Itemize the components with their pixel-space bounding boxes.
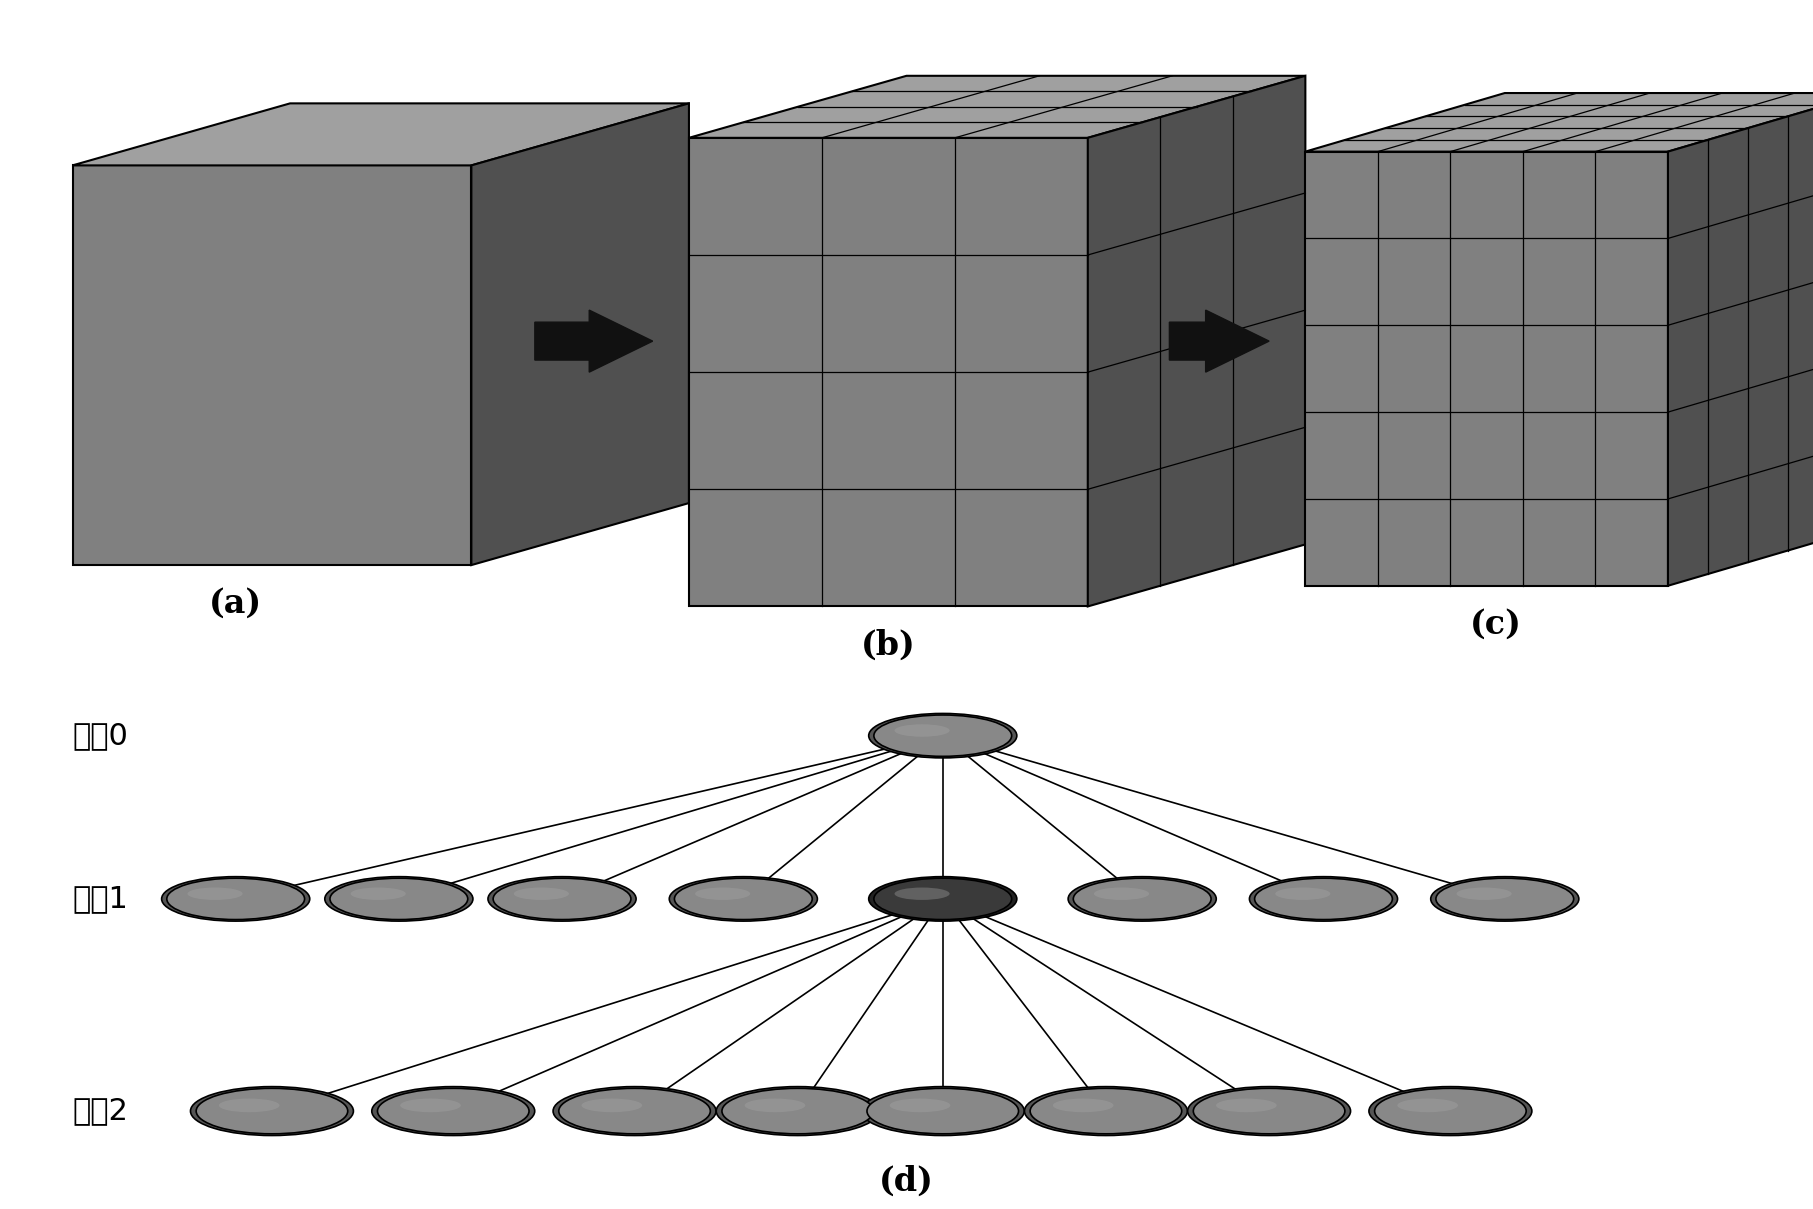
Ellipse shape — [669, 877, 818, 921]
Ellipse shape — [674, 878, 812, 920]
FancyArrow shape — [1169, 311, 1269, 372]
Ellipse shape — [190, 1087, 354, 1135]
Ellipse shape — [330, 878, 468, 920]
Text: (a): (a) — [208, 588, 263, 620]
Ellipse shape — [377, 1088, 529, 1134]
Polygon shape — [1088, 76, 1305, 607]
Ellipse shape — [1193, 1088, 1345, 1134]
Polygon shape — [73, 104, 689, 166]
Ellipse shape — [1068, 877, 1217, 921]
Ellipse shape — [874, 878, 1012, 920]
Ellipse shape — [372, 1087, 535, 1135]
Ellipse shape — [1217, 1099, 1276, 1112]
Ellipse shape — [861, 1087, 1024, 1135]
Ellipse shape — [1073, 878, 1211, 920]
Ellipse shape — [1436, 878, 1574, 920]
Ellipse shape — [894, 887, 950, 899]
Ellipse shape — [694, 887, 751, 899]
Text: 深度0: 深度0 — [73, 722, 129, 750]
Ellipse shape — [1398, 1099, 1458, 1112]
Text: (d): (d) — [879, 1165, 934, 1198]
Ellipse shape — [874, 715, 1012, 757]
Ellipse shape — [161, 877, 310, 921]
Polygon shape — [689, 76, 1305, 138]
Ellipse shape — [187, 887, 243, 899]
Ellipse shape — [1255, 878, 1392, 920]
Ellipse shape — [894, 724, 950, 736]
Ellipse shape — [558, 1088, 711, 1134]
Ellipse shape — [325, 877, 473, 921]
Ellipse shape — [513, 887, 569, 899]
Ellipse shape — [722, 1088, 874, 1134]
Ellipse shape — [493, 878, 631, 920]
Ellipse shape — [401, 1099, 461, 1112]
Text: 深度1: 深度1 — [73, 885, 129, 913]
Ellipse shape — [1093, 887, 1149, 899]
Polygon shape — [1305, 151, 1668, 585]
Ellipse shape — [350, 887, 406, 899]
FancyArrow shape — [535, 311, 653, 372]
Ellipse shape — [867, 1088, 1019, 1134]
Ellipse shape — [1275, 887, 1331, 899]
Ellipse shape — [167, 878, 305, 920]
Ellipse shape — [868, 713, 1017, 758]
Ellipse shape — [553, 1087, 716, 1135]
Ellipse shape — [745, 1099, 805, 1112]
Ellipse shape — [219, 1099, 279, 1112]
Ellipse shape — [716, 1087, 879, 1135]
Polygon shape — [689, 138, 1088, 607]
Ellipse shape — [196, 1088, 348, 1134]
Polygon shape — [471, 104, 689, 565]
Ellipse shape — [1369, 1087, 1532, 1135]
Ellipse shape — [868, 877, 1017, 921]
Text: (c): (c) — [1470, 608, 1521, 641]
Ellipse shape — [582, 1099, 642, 1112]
Ellipse shape — [1030, 1088, 1182, 1134]
Ellipse shape — [1249, 877, 1398, 921]
Ellipse shape — [1053, 1099, 1113, 1112]
Ellipse shape — [1374, 1088, 1527, 1134]
Text: (b): (b) — [861, 629, 916, 661]
Polygon shape — [1668, 93, 1813, 585]
Ellipse shape — [488, 877, 636, 921]
Ellipse shape — [1430, 877, 1579, 921]
Ellipse shape — [1188, 1087, 1351, 1135]
Ellipse shape — [890, 1099, 950, 1112]
Text: 深度2: 深度2 — [73, 1097, 129, 1126]
Polygon shape — [73, 166, 471, 565]
Ellipse shape — [1024, 1087, 1188, 1135]
Polygon shape — [1305, 93, 1813, 151]
Ellipse shape — [1456, 887, 1512, 899]
